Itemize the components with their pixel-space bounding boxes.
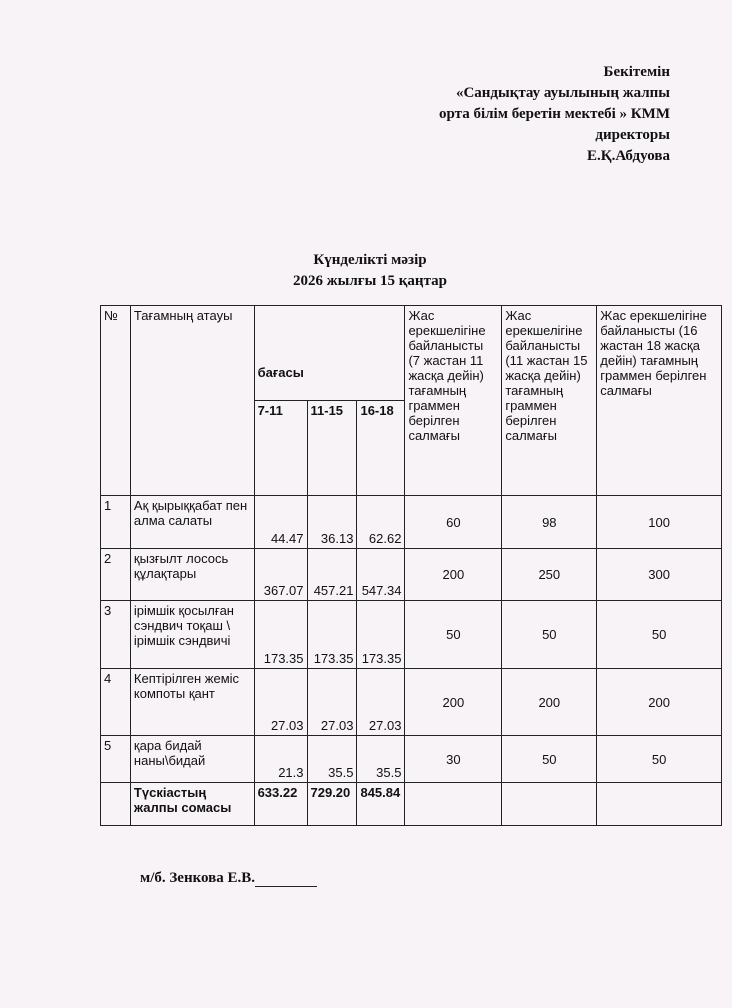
table-cell: 60	[404, 495, 503, 549]
header-cell: Жас ерекшелігіне байланысты (16 жастан 1…	[596, 305, 722, 496]
table-cell: 30	[404, 735, 503, 783]
table-cell: 50	[501, 735, 598, 783]
table-cell	[100, 782, 131, 826]
header-cell: Жас ерекшелігіне байланысты (11 жастан 1…	[501, 305, 598, 496]
header-cell: 16-18	[356, 400, 406, 496]
table-cell: 200	[501, 668, 598, 736]
table-cell: 3	[100, 600, 131, 669]
table-cell: қара бидай наны\бидай	[129, 735, 255, 783]
header-cell: №	[100, 305, 131, 496]
table-cell: 1	[100, 495, 131, 549]
approval-line: директоры	[595, 127, 670, 143]
header-cell: 11-15	[306, 400, 358, 496]
approval-line: Е.Қ.Абдуова	[586, 148, 670, 164]
table-cell: 44.47	[253, 495, 308, 549]
table-row: 1 Ақ қырыққабат пен алма салаты 44.47 36.13…	[100, 495, 722, 549]
table-cell: 4	[100, 668, 131, 736]
table-cell: 50	[404, 600, 503, 669]
table-cell	[501, 782, 598, 826]
approval-line: орта білім беретін мектебі » КММ	[439, 106, 670, 122]
approval-block: Бекітемін «Сандықтау ауылының жалпы орта…	[439, 62, 670, 167]
table-cell: 50	[596, 600, 722, 669]
header-cell: Жас ерекшелігіне байланысты (7 жастан 11…	[404, 305, 503, 496]
table-cell: 250	[501, 548, 598, 601]
header-cell: бағасы	[253, 305, 406, 401]
table-cell: Түскіастың жалпы сомасы	[129, 782, 255, 826]
table-cell: 62.62	[356, 495, 406, 549]
table-cell: ірімшік қосылған сэндвич тоқаш \ ірімшік…	[129, 600, 255, 669]
table-row: 3 ірімшік қосылған сэндвич тоқаш \ ірімші…	[100, 600, 722, 669]
table-cell: 2	[100, 548, 131, 601]
table-cell: 35.5	[356, 735, 406, 783]
table-row: 2 қызғылт лосось құлақтары 367.07 457.21 547…	[100, 548, 722, 601]
table-cell: 173.35	[306, 600, 358, 669]
table-cell: 633.22	[253, 782, 308, 826]
header-cell: Тағамның атауы	[129, 305, 255, 496]
table-cell: 200	[404, 548, 503, 601]
signature: м/б. Зенкова Е.В.	[140, 870, 256, 886]
approval-line: «Сандықтау ауылының жалпы	[455, 85, 670, 101]
table-cell: 35.5	[306, 735, 358, 783]
title: Күнделікті мәзір	[313, 252, 427, 268]
header-cell: 7-11	[253, 400, 308, 496]
table-cell: Кептірілген жеміс компоты қант	[129, 668, 255, 736]
table-cell: 100	[596, 495, 722, 549]
table-cell: 200	[596, 668, 722, 736]
table-cell	[404, 782, 503, 826]
table-cell: Ақ қырыққабат пен алма салаты	[129, 495, 255, 549]
table-cell: 27.03	[253, 668, 308, 736]
table-cell: 173.35	[356, 600, 406, 669]
date: 2026 жылғы 15 қаңтар	[293, 273, 447, 289]
table-cell: 457.21	[306, 548, 358, 601]
signature-line	[255, 886, 317, 887]
table-cell: 5	[100, 735, 131, 783]
table-cell: 173.35	[253, 600, 308, 669]
table-cell: қызғылт лосось құлақтары	[129, 548, 255, 601]
approval-line: Бекітемін	[603, 64, 670, 80]
table-row: 4 Кептірілген жеміс компоты қант 27.03 27.0…	[100, 668, 722, 736]
menu-table: № Тағамның атауы бағасы Жас ерекшелігіне…	[100, 305, 722, 826]
table-cell: 200	[404, 668, 503, 736]
table-cell: 21.3	[253, 735, 308, 783]
table-cell: 547.34	[356, 548, 406, 601]
table-cell: 27.03	[356, 668, 406, 736]
table-row: 5 қара бидай наны\бидай 21.3 35.5 35.5 30 50 50	[100, 735, 722, 783]
table-cell: 36.13	[306, 495, 358, 549]
table-cell: 27.03	[306, 668, 358, 736]
table-cell: 50	[501, 600, 598, 669]
total-row: Түскіастың жалпы сомасы 633.22 729.20 845.8…	[100, 782, 722, 826]
table-cell: 98	[501, 495, 598, 549]
table-cell: 845.84	[356, 782, 406, 826]
table-cell: 300	[596, 548, 722, 601]
table-cell	[596, 782, 722, 826]
table-cell: 367.07	[253, 548, 308, 601]
table-cell: 729.20	[306, 782, 358, 826]
title-block: Күнделікті мәзір 2026 жылғы 15 қаңтар	[240, 250, 500, 292]
table-cell: 50	[596, 735, 722, 783]
